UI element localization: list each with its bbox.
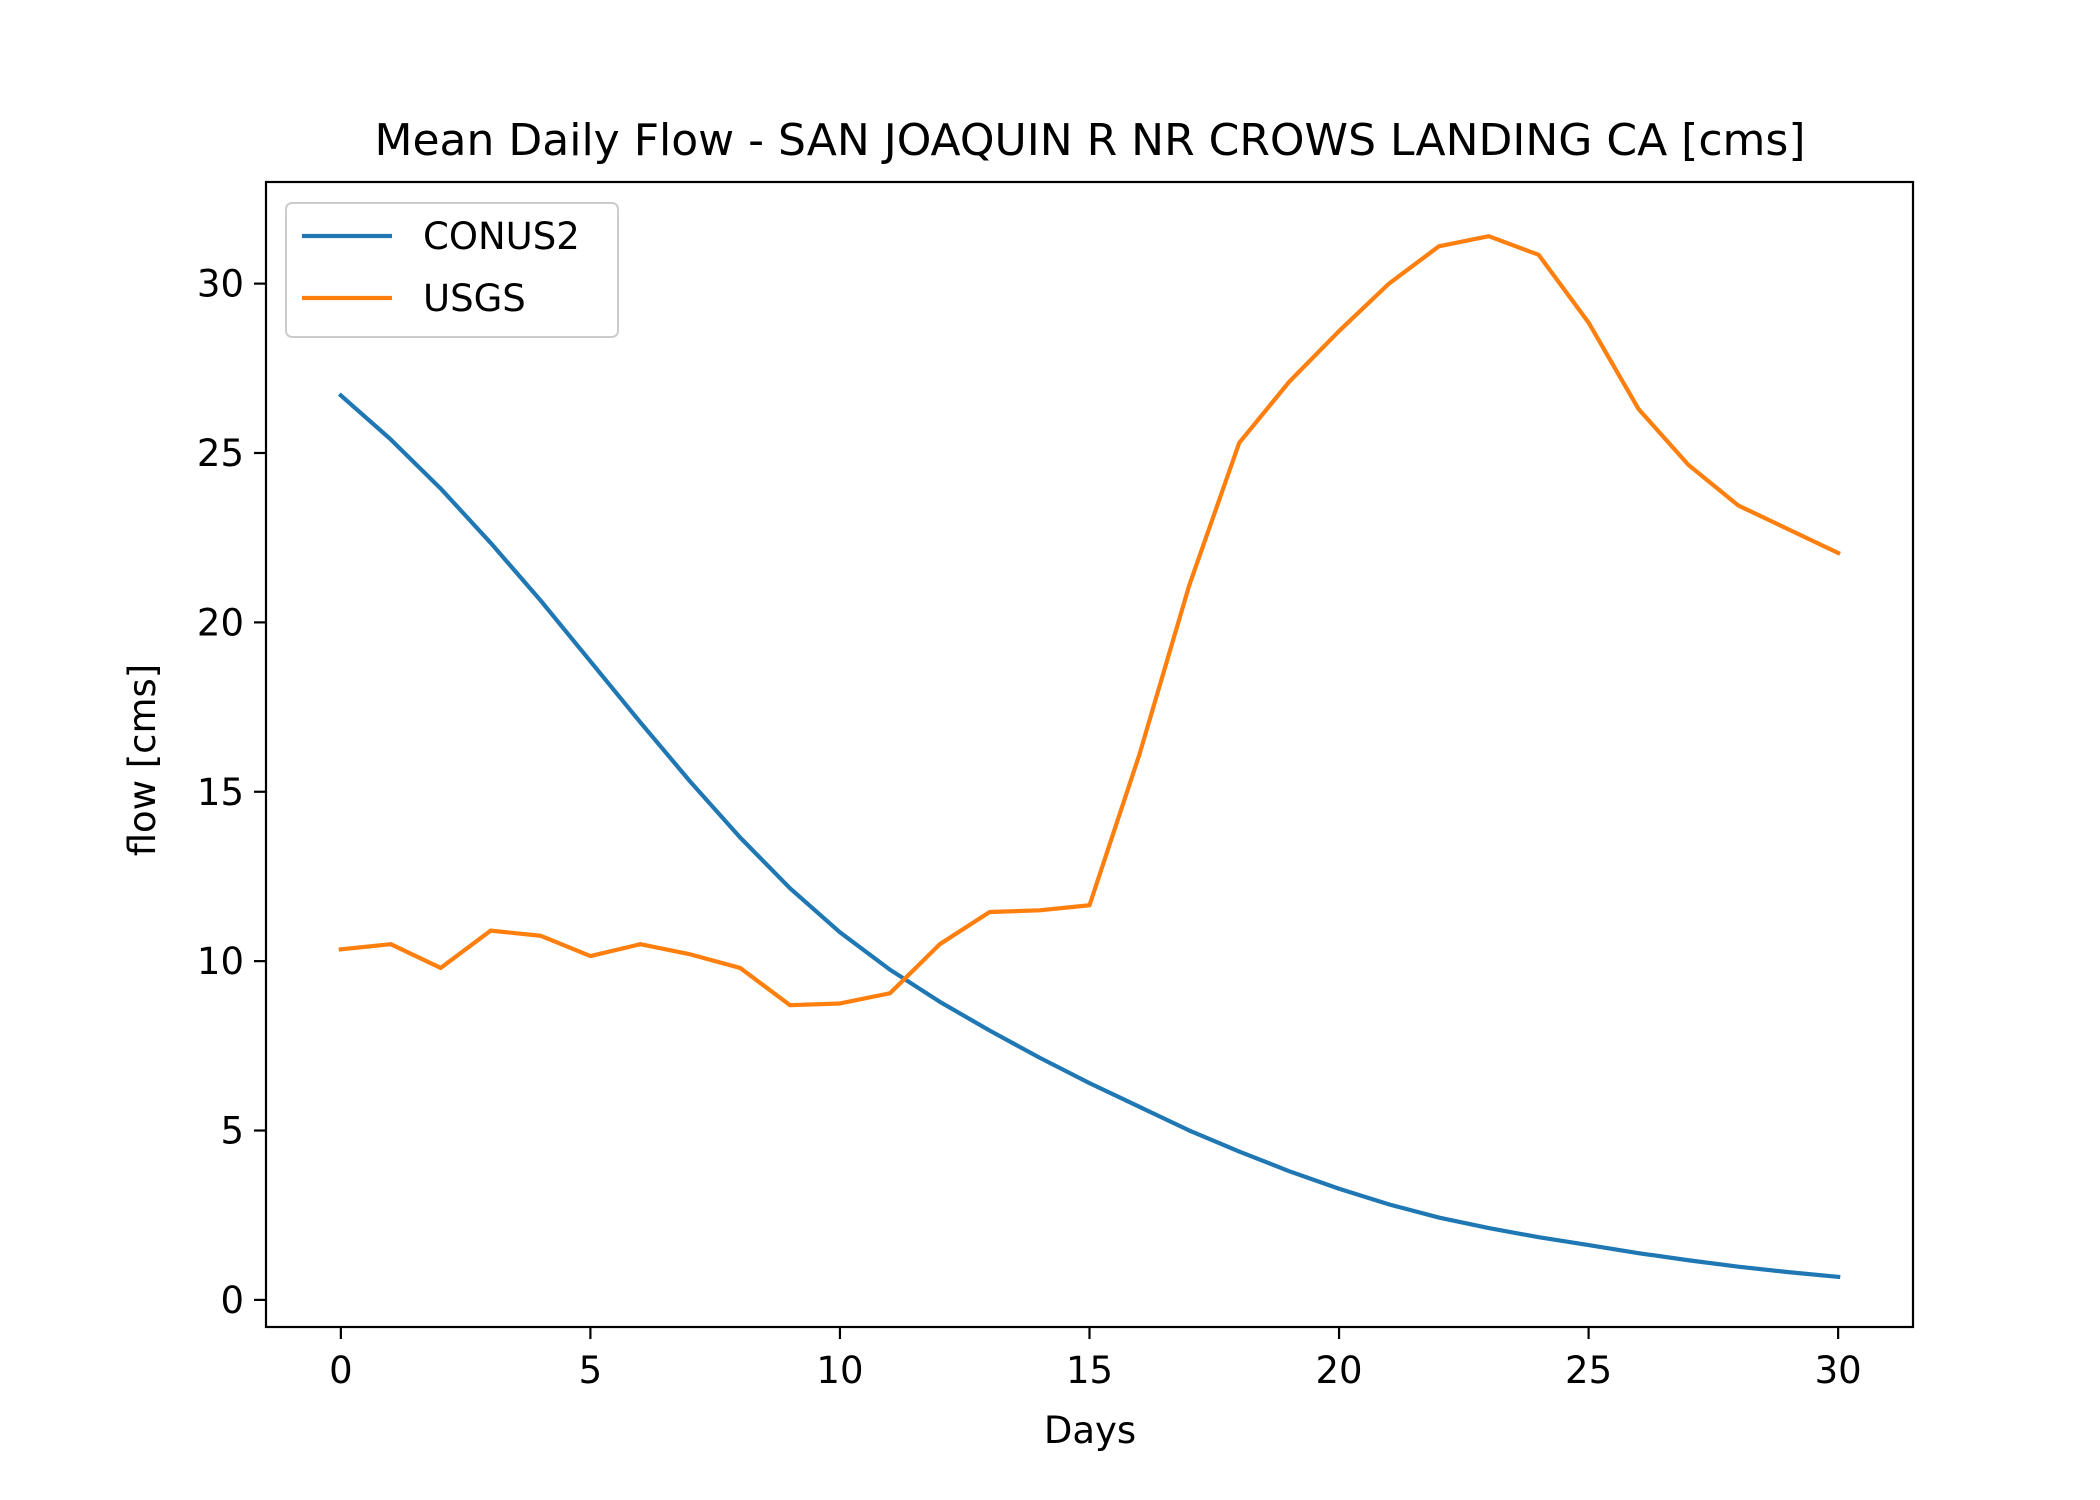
y-tick-label: 10 xyxy=(197,940,244,983)
x-tick-label: 25 xyxy=(1565,1349,1612,1392)
x-tick-label: 15 xyxy=(1066,1349,1113,1392)
x-axis-label: Days xyxy=(1044,1409,1136,1452)
y-tick-label: 5 xyxy=(220,1110,244,1153)
x-tick-label: 0 xyxy=(329,1349,353,1392)
x-tick-label: 30 xyxy=(1815,1349,1862,1392)
y-tick-label: 15 xyxy=(197,771,244,814)
series-group xyxy=(337,234,1841,1280)
x-tick-label: 20 xyxy=(1315,1349,1362,1392)
y-tick-label: 20 xyxy=(197,601,244,644)
y-tick-label: 25 xyxy=(197,432,244,475)
chart-title: Mean Daily Flow - SAN JOAQUIN R NR CROWS… xyxy=(375,115,1806,166)
legend-label-usgs: USGS xyxy=(423,277,526,320)
series-line-conus2 xyxy=(337,392,1841,1280)
y-axis-label: flow [cms] xyxy=(121,664,164,857)
plot-area: 0 5 10 15 20 25 30 0 5 10 15 20 25 30 xyxy=(197,180,1915,1392)
y-tick-label: 0 xyxy=(220,1279,244,1322)
legend: CONUS2 USGS xyxy=(285,202,619,338)
x-tick-label: 10 xyxy=(816,1349,863,1392)
legend-label-conus2: CONUS2 xyxy=(423,215,580,258)
y-tick-label: 30 xyxy=(197,263,244,306)
x-tick-label: 5 xyxy=(579,1349,603,1392)
series-line-usgs xyxy=(338,234,1841,1008)
